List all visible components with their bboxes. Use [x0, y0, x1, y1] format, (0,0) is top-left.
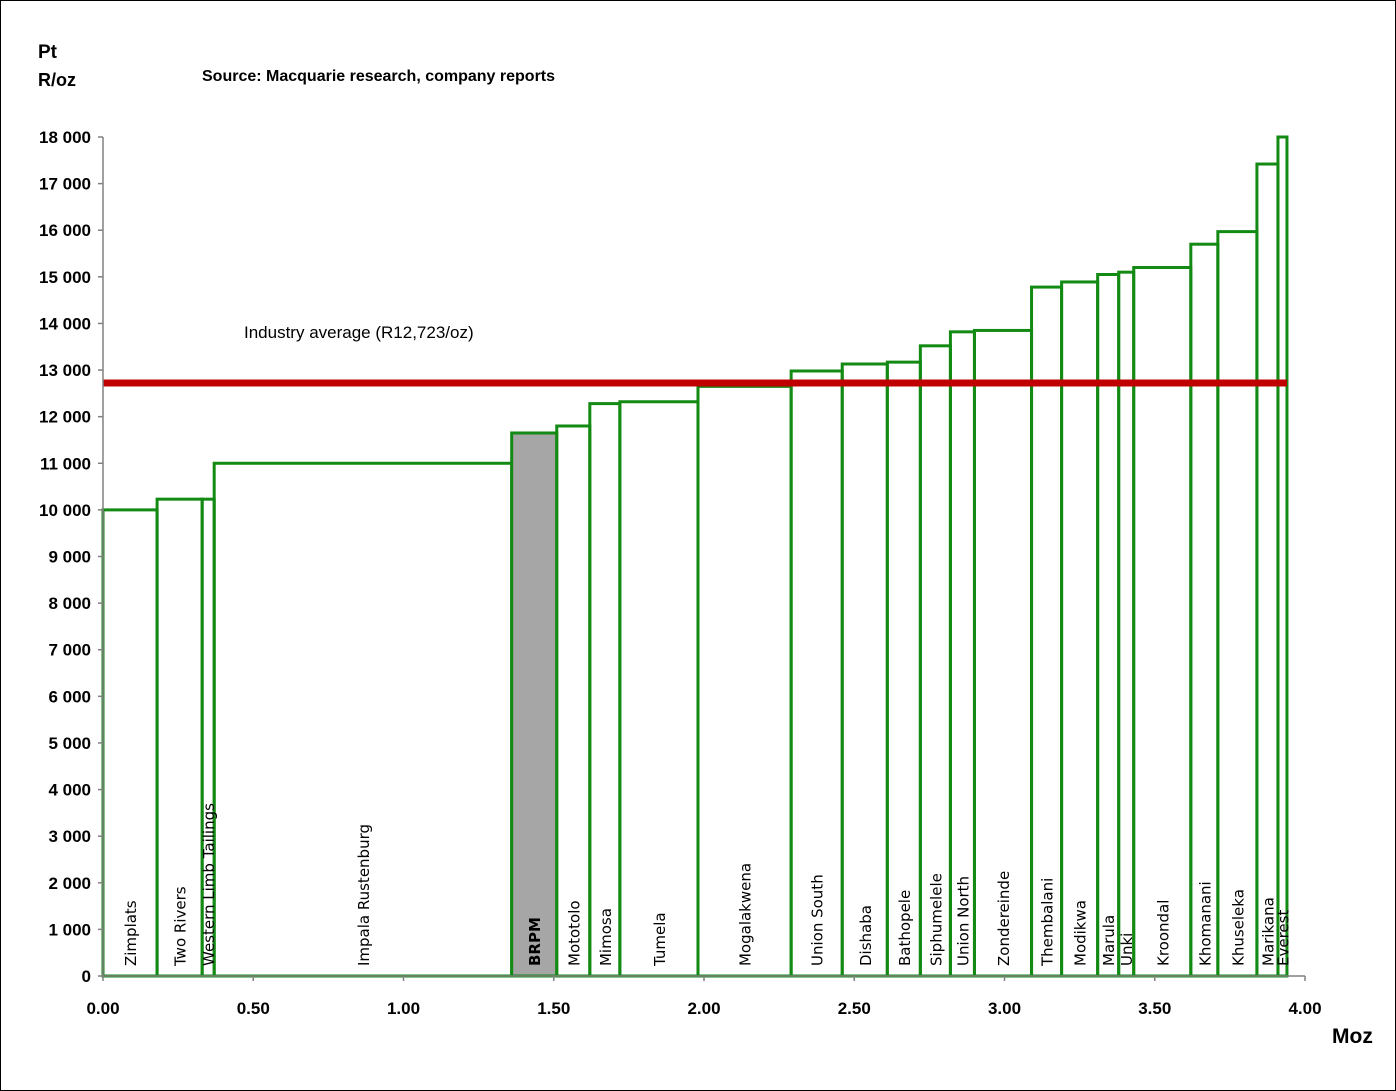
label-khomanani: Khomanani	[1196, 881, 1214, 966]
industry-average-label: Industry average (R12,723/oz)	[244, 323, 474, 342]
label-western-limb-tailings: Western Limb Tailings	[200, 803, 218, 966]
x-tick-label: 1.50	[537, 999, 570, 1018]
y-tick-label: 7 000	[48, 641, 91, 660]
y-tick-label: 11 000	[40, 454, 91, 473]
label-kroondal: Kroondal	[1154, 900, 1172, 966]
y-tick-label: 6 000	[48, 687, 91, 706]
y-tick-label: 2 000	[48, 874, 91, 893]
label-dishaba: Dishaba	[857, 905, 875, 966]
bar-dishaba	[840, 362, 889, 978]
label-union-south: Union South	[809, 874, 827, 966]
label-zondereinde: Zondereinde	[995, 871, 1013, 966]
bar-khomanani	[1189, 242, 1220, 978]
label-bathopele: Bathopele	[896, 890, 914, 966]
y-tick-label: 14 000	[39, 314, 91, 333]
bar-thembalani	[1030, 285, 1064, 978]
y-tick-label: 5 000	[48, 734, 91, 753]
x-tick-label: 0.50	[237, 999, 270, 1018]
bar-tumela	[618, 400, 700, 978]
label-modikwa: Modikwa	[1072, 900, 1090, 966]
label-khuseleka: Khuseleka	[1229, 889, 1247, 966]
y-tick-label: 1 000	[48, 920, 91, 939]
y-tick-label: 18 000	[39, 128, 91, 147]
bar-mimosa	[588, 402, 622, 978]
x-tick-label: 2.00	[687, 999, 720, 1018]
label-siphumelele: Siphumelele	[927, 873, 945, 966]
bar-everest	[1276, 135, 1289, 978]
y-tick-label: 15 000	[39, 268, 91, 287]
label-thembalani: Thembalani	[1039, 878, 1057, 967]
y-tick-label: 0	[82, 967, 91, 986]
x-tick-label: 3.50	[1138, 999, 1171, 1018]
x-tick-label: 4.00	[1288, 999, 1321, 1018]
label-brpm: BRPM	[526, 917, 544, 966]
chart-source: Source: Macquarie research, company repo…	[202, 68, 555, 85]
bar-kroondal	[1132, 266, 1193, 978]
label-marula: Marula	[1100, 915, 1118, 966]
x-axis-label: Moz	[1332, 1025, 1373, 1048]
y-axis-label-pt: Pt	[38, 42, 58, 63]
x-tick-label: 2.50	[838, 999, 871, 1018]
y-tick-label: 16 000	[39, 221, 91, 240]
y-axis-label-unit: R/oz	[38, 70, 76, 90]
x-tick-label: 3.00	[988, 999, 1021, 1018]
label-marikana: Marikana	[1259, 897, 1277, 966]
label-mototolo: Mototolo	[565, 900, 583, 966]
bar-bathopele	[885, 360, 922, 978]
bar-khuseleka	[1216, 230, 1259, 978]
x-tick-label: 0.00	[86, 999, 119, 1018]
label-union-north: Union North	[954, 876, 972, 966]
label-zimplats: Zimplats	[122, 900, 140, 966]
label-mogalakwena: Mogalakwena	[737, 863, 755, 966]
bar-mototolo	[555, 424, 592, 978]
label-two-rivers: Two Rivers	[172, 886, 190, 967]
y-tick-label: 8 000	[48, 594, 91, 613]
label-unki: Unki	[1118, 933, 1136, 966]
y-tick-label: 4 000	[48, 781, 91, 800]
bar-marikana	[1255, 162, 1280, 978]
y-tick-label: 13 000	[39, 361, 91, 380]
bar-unki	[1117, 270, 1136, 978]
y-tick-label: 12 000	[39, 408, 91, 427]
y-tick-label: 10 000	[39, 501, 91, 520]
x-tick-label: 1.00	[387, 999, 420, 1018]
label-impala-rustenburg: Impala Rustenburg	[355, 824, 373, 966]
label-tumela: Tumela	[651, 912, 669, 967]
y-tick-label: 3 000	[48, 827, 91, 846]
label-everest: Everest	[1274, 910, 1292, 966]
y-tick-label: 9 000	[48, 548, 91, 567]
label-mimosa: Mimosa	[597, 908, 615, 966]
y-tick-label: 17 000	[39, 175, 91, 194]
bar-brpm	[510, 431, 559, 978]
